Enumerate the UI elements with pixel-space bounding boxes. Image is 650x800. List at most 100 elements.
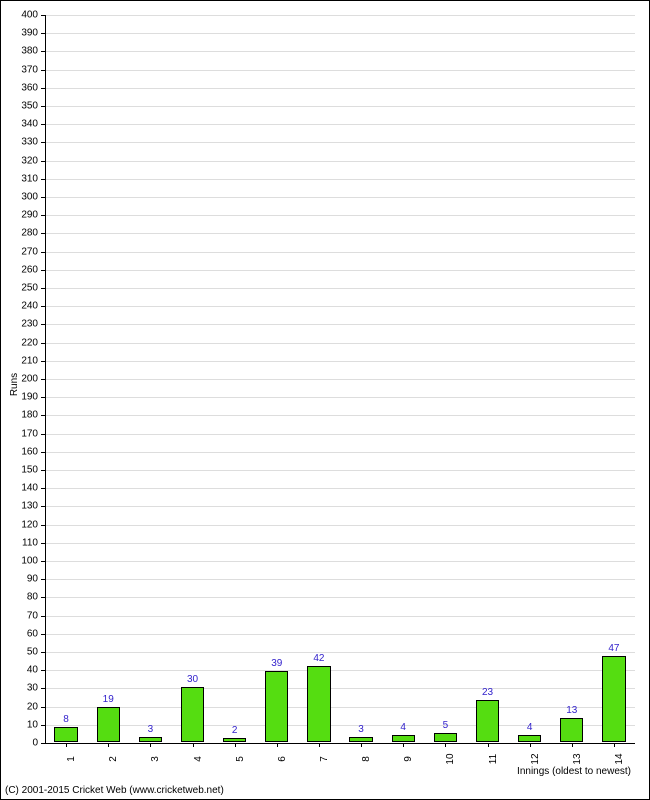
gridline <box>45 15 635 16</box>
bar-value-label: 3 <box>358 724 364 735</box>
gridline <box>45 616 635 617</box>
y-axis-line <box>45 15 46 743</box>
gridline <box>45 88 635 89</box>
bar-value-label: 39 <box>271 658 282 669</box>
bar <box>265 671 288 742</box>
y-tick-label: 40 <box>1 665 38 676</box>
y-tick-label: 360 <box>1 82 38 93</box>
x-tick-label: 4 <box>193 756 204 762</box>
gridline <box>45 197 635 198</box>
gridline <box>45 452 635 453</box>
x-axis-title: Innings (oldest to newest) <box>517 766 631 777</box>
y-tick-label: 370 <box>1 64 38 75</box>
y-tick-label: 150 <box>1 465 38 476</box>
bar <box>181 687 204 742</box>
gridline <box>45 707 635 708</box>
y-tick-label: 260 <box>1 264 38 275</box>
gridline <box>45 51 635 52</box>
y-tick-label: 350 <box>1 101 38 112</box>
x-tick-label: 1 <box>66 756 77 762</box>
y-tick-label: 0 <box>1 738 38 749</box>
y-tick-label: 30 <box>1 683 38 694</box>
y-tick-label: 110 <box>1 537 38 548</box>
bar-value-label: 19 <box>103 694 114 705</box>
y-tick-label: 310 <box>1 173 38 184</box>
bar-value-label: 47 <box>608 643 619 654</box>
y-tick-label: 90 <box>1 574 38 585</box>
gridline <box>45 270 635 271</box>
bar <box>139 737 162 742</box>
gridline <box>45 142 635 143</box>
x-tick-label: 11 <box>488 754 499 764</box>
bar <box>392 735 415 742</box>
y-tick-label: 290 <box>1 210 38 221</box>
gridline <box>45 652 635 653</box>
x-tick-label: 9 <box>403 756 414 762</box>
y-tick-label: 340 <box>1 119 38 130</box>
gridline <box>45 470 635 471</box>
y-tick-label: 160 <box>1 446 38 457</box>
gridline <box>45 525 635 526</box>
gridline <box>45 179 635 180</box>
y-tick-label: 220 <box>1 337 38 348</box>
copyright-footer: (C) 2001-2015 Cricket Web (www.cricketwe… <box>5 785 224 796</box>
y-tick-label: 140 <box>1 483 38 494</box>
gridline <box>45 597 635 598</box>
bar <box>434 733 457 742</box>
bar <box>518 735 541 742</box>
y-tick-label: 210 <box>1 355 38 366</box>
x-tick-label: 13 <box>572 753 583 764</box>
y-tick-label: 50 <box>1 647 38 658</box>
gridline <box>45 252 635 253</box>
bar-value-label: 8 <box>63 714 69 725</box>
gridline <box>45 434 635 435</box>
y-tick-label: 60 <box>1 628 38 639</box>
y-axis-title: Runs <box>9 373 20 396</box>
gridline <box>45 106 635 107</box>
gridline <box>45 124 635 125</box>
gridline <box>45 33 635 34</box>
bar-value-label: 42 <box>313 653 324 664</box>
bar <box>349 737 372 742</box>
y-tick-label: 320 <box>1 155 38 166</box>
bar-value-label: 23 <box>482 687 493 698</box>
gridline <box>45 288 635 289</box>
y-tick-label: 70 <box>1 610 38 621</box>
gridline <box>45 506 635 507</box>
y-tick-label: 230 <box>1 319 38 330</box>
y-tick-label: 280 <box>1 228 38 239</box>
y-tick-label: 170 <box>1 428 38 439</box>
x-axis-line <box>45 743 635 744</box>
gridline <box>45 161 635 162</box>
bar <box>476 700 499 742</box>
chart-frame: 0102030405060708090100110120130140150160… <box>0 0 650 800</box>
gridline <box>45 634 635 635</box>
gridline <box>45 215 635 216</box>
y-tick-label: 130 <box>1 501 38 512</box>
bar-value-label: 4 <box>527 722 533 733</box>
bar <box>560 718 583 742</box>
x-tick-label: 6 <box>277 756 288 762</box>
bar <box>602 656 625 742</box>
y-tick-label: 240 <box>1 301 38 312</box>
gridline <box>45 324 635 325</box>
gridline <box>45 488 635 489</box>
y-tick-label: 250 <box>1 283 38 294</box>
gridline <box>45 670 635 671</box>
x-tick-label: 3 <box>150 756 161 762</box>
gridline <box>45 561 635 562</box>
gridline <box>45 70 635 71</box>
x-tick-label: 10 <box>445 753 456 764</box>
x-tick-label: 8 <box>361 756 372 762</box>
y-tick-label: 80 <box>1 592 38 603</box>
y-tick-label: 380 <box>1 46 38 57</box>
x-tick-label: 7 <box>319 756 330 762</box>
y-tick-label: 100 <box>1 556 38 567</box>
bar-value-label: 4 <box>400 722 406 733</box>
bar <box>223 738 246 742</box>
x-tick-label: 14 <box>614 753 625 764</box>
gridline <box>45 415 635 416</box>
bar <box>97 707 120 742</box>
x-tick-label: 2 <box>108 756 119 762</box>
y-tick-label: 400 <box>1 10 38 21</box>
